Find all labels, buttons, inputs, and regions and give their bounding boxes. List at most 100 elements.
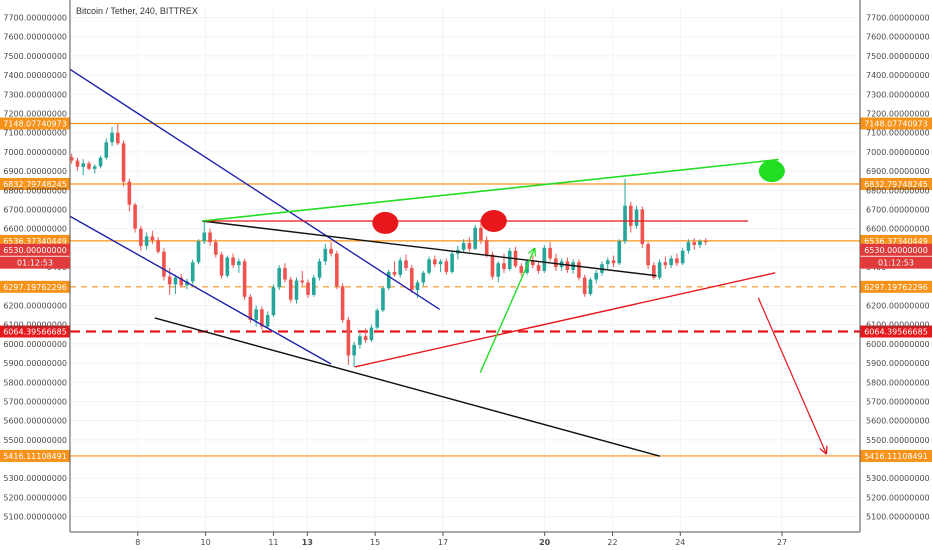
current-price-label: 6530.00000000 [864,246,928,255]
price-level-label: 7148.07740973 [864,119,928,128]
candle-body [225,257,230,276]
candle-body [248,296,253,320]
horizontal-levels[interactable]: 7148.07740973 7148.07740973 6832.79748245 6… [0,117,932,462]
candle-body [375,310,379,328]
candle-body [605,260,610,265]
candle-body [306,282,310,295]
candle-body [104,142,109,158]
candle-body [110,132,114,143]
y-tick-label-right: 7100.00000000 [866,129,930,138]
price-level-tag[interactable] [860,449,932,462]
candle-body [260,309,264,327]
price-level-label: 6536.37340449 [864,237,928,246]
y-tick-label-left: 6000.00000000 [3,340,67,349]
candle-body [139,228,143,246]
candle-body [617,241,622,264]
y-tick-label-right: 5100.00000000 [866,513,930,522]
y-tick-label-left: 6700.00000000 [3,205,67,214]
candle-body [415,282,420,291]
candle-body [640,209,645,245]
y-tick-label-right: 7700.00000000 [866,14,930,23]
candle-body [323,248,328,262]
candle-body [381,288,385,311]
price-level-tag[interactable] [860,177,932,190]
y-tick-label-right: 5700.00000000 [866,397,930,406]
circle-marker[interactable] [480,210,507,233]
x-tick-label: 27 [777,538,787,547]
candle-body [680,250,685,264]
x-tick-label: 13 [302,538,313,547]
arrow-annotation[interactable] [757,297,826,453]
price-level-label: 6832.79748245 [3,180,67,189]
candle-body [536,265,541,271]
candle-body [231,257,235,266]
current-price-label: 6530.00000000 [3,246,67,255]
price-level-tag[interactable] [0,325,70,338]
arrow-annotation[interactable] [479,249,534,373]
y-tick-label-left: 6100.00000000 [3,321,67,330]
trend-line[interactable] [154,317,661,457]
trend-line[interactable] [69,215,332,365]
candle-body [185,281,189,286]
drawn-annotations[interactable] [69,68,826,457]
y-tick-label-right: 5600.00000000 [866,417,930,426]
price-level-tag[interactable] [0,177,70,190]
y-tick-label-left: 7100.00000000 [3,129,67,138]
candle-body [346,319,351,356]
candle-body [686,242,691,251]
candle-body [507,250,512,269]
y-tick-label-left: 5700.00000000 [3,397,67,406]
candle-body [116,132,120,144]
current-price-tag [860,243,932,256]
price-level-label: 5416.11108491 [3,452,67,461]
y-tick-label-left: 7300.00000000 [3,90,67,99]
candle-body [461,243,466,250]
candle-body [427,259,431,273]
candle-body [329,248,333,254]
y-tick-label-right: 5900.00000000 [866,359,930,368]
price-level-tag[interactable] [860,117,932,130]
price-level-tag[interactable] [0,117,70,130]
y-tick-label-left: 5600.00000000 [3,417,67,426]
price-level-tag[interactable] [0,280,70,293]
candle-body [190,262,195,282]
candle-body [577,262,581,278]
trend-line[interactable] [354,272,776,368]
candle-body [588,279,593,294]
candle-body [646,244,650,266]
candle-body [398,260,403,275]
price-level-label: 6536.37340449 [3,237,67,246]
trend-line[interactable] [69,68,440,310]
price-level-label: 7148.07740973 [3,119,67,128]
x-tick-label: 24 [675,538,685,547]
trend-line[interactable] [202,158,779,222]
candle-body [542,247,547,271]
candle-body [450,253,454,272]
circle-marker[interactable] [372,211,399,234]
candle-body [213,242,218,255]
price-level-tag[interactable] [860,325,932,338]
y-tick-label-left: 6900.00000000 [3,167,67,176]
candle-body [531,261,535,266]
x-tick-label: 22 [607,538,617,547]
y-tick-label-right: 6100.00000000 [866,321,930,330]
candle-body [409,268,414,291]
candle-body [81,163,86,167]
circle-marker[interactable] [758,160,785,183]
price-level-tag[interactable] [860,280,932,293]
price-level-label: 6064.39566685 [3,328,67,337]
candle-body [144,236,149,246]
y-tick-label-right: 7000.00000000 [866,148,930,157]
candle-body [554,258,558,268]
candles [69,124,708,367]
candle-body [479,227,483,241]
candle-body [294,280,299,300]
trend-line[interactable] [202,220,657,277]
price-level-tag[interactable] [0,449,70,462]
candle-body [271,287,276,316]
candle-body [277,268,281,288]
candle-body [611,260,616,264]
candle-body [265,315,270,327]
